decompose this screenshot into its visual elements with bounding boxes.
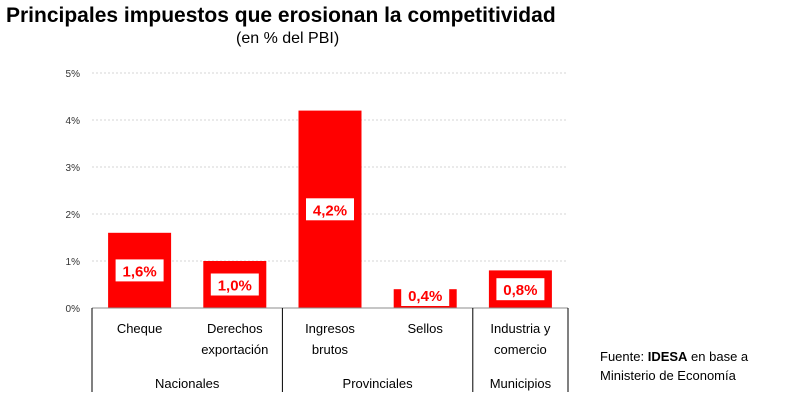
x-tick-label: Cheque [117, 321, 163, 336]
y-tick-label: 2% [66, 210, 81, 221]
x-tick-label: Sellos [407, 321, 443, 336]
x-tick-label: exportación [201, 342, 268, 357]
y-tick-label: 0% [66, 304, 81, 315]
y-tick-label: 3% [66, 163, 81, 174]
source-note: Fuente: IDESA en base a Ministerio de Ec… [600, 347, 786, 385]
source-org: IDESA [647, 349, 688, 364]
x-tick-label: Industria y [490, 321, 550, 336]
group-label: Nacionales [155, 376, 220, 391]
data-label: 0,4% [408, 288, 442, 305]
y-tick-label: 4% [66, 116, 81, 127]
data-label-box [306, 198, 354, 221]
data-label: 1,0% [218, 278, 252, 295]
x-tick-label: Derechos [207, 321, 263, 336]
x-tick-label: Ingresos [305, 321, 355, 336]
data-label-box [401, 284, 450, 306]
y-tick-label: 1% [66, 257, 81, 268]
data-label: 1,6% [122, 263, 156, 280]
chart-subtitle: (en % del PBI) [236, 30, 340, 47]
source-prefix: Fuente: [600, 349, 648, 364]
data-label-box [210, 273, 259, 296]
data-label: 4,2% [313, 202, 347, 219]
x-tick-label: comercio [494, 342, 547, 357]
x-tick-label: brutos [312, 342, 349, 357]
data-label: 0,8% [503, 282, 537, 299]
chart-title: Principales impuestos que erosionan la c… [6, 4, 556, 27]
source-suffix: en base a [687, 349, 749, 364]
data-label-box [115, 259, 164, 282]
y-tick-label: 5% [66, 69, 81, 80]
group-label: Provinciales [343, 376, 414, 391]
group-label: Municipios [490, 376, 552, 391]
data-label-box [496, 278, 545, 301]
source-line2: Ministerio de Economía [600, 368, 736, 383]
